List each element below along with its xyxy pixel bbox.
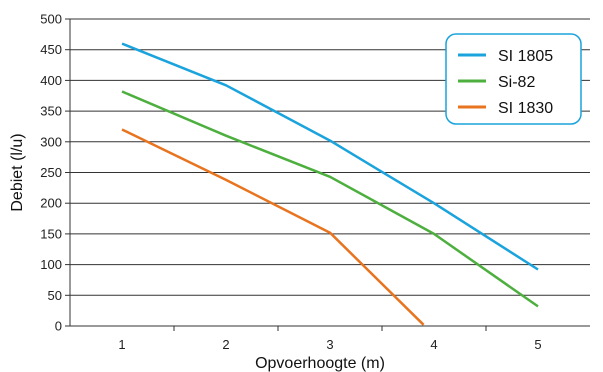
legend: SI 1805 Si-82 SI 1830 [445,33,582,125]
y-tick-label: 250 [40,165,62,180]
y-tick-label: 0 [55,319,62,334]
x-tick-label: 5 [534,337,541,352]
series-line-2 [121,128,425,326]
y-axis-title: Debiet (l/u) [9,133,26,211]
y-tick-label: 300 [40,134,62,149]
x-tick-label: 3 [326,337,333,352]
x-tick-label: 2 [222,337,229,352]
y-tick-label: 50 [48,288,62,303]
y-tick-label: 350 [40,104,62,119]
axes: 0 50 100 150 200 250 300 350 400 450 500 1 2 3 4 5 [40,12,541,353]
y-tick-label: 500 [40,12,62,27]
y-tick-label: 400 [40,73,62,88]
y-tick-label: 100 [40,257,62,272]
x-axis-title: Opvoerhoogte (m) [255,355,385,372]
x-tick-label: 4 [430,337,437,352]
legend-label: SI 1805 [498,48,553,65]
y-tick-label: 450 [40,42,62,57]
legend-label: Si-82 [498,74,535,91]
series-lines [121,42,539,326]
series-line-1 [121,90,539,308]
y-tick-label: 150 [40,226,62,241]
legend-label: SI 1830 [498,100,553,117]
x-tick-label: 1 [118,337,125,352]
y-tick-label: 200 [40,196,62,211]
series-line-0 [121,42,539,271]
